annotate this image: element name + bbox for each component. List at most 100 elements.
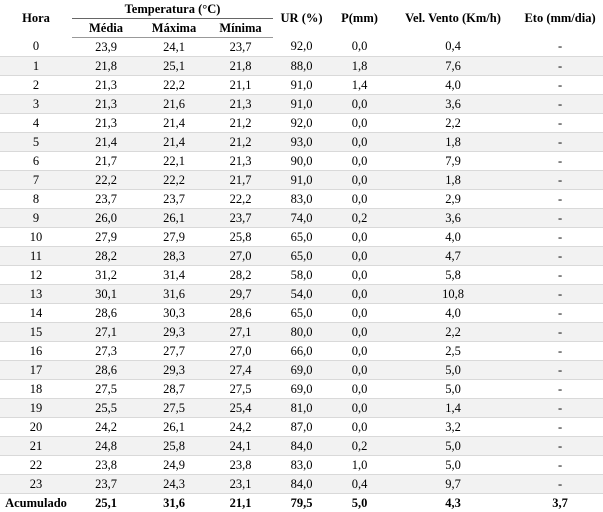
header-cell: Vel. Vento (Km/h) [405, 11, 501, 26]
table-cell: 26,1 [140, 208, 208, 228]
table-cell: 0,0 [330, 132, 390, 152]
table-cell: 2,5 [389, 341, 518, 361]
table-cell: 31,6 [140, 493, 208, 512]
table-row: 11 28,2 28,3 27,0 65,0 0,0 4,7- [0, 246, 603, 266]
table-cell: 22,1 [140, 151, 208, 171]
table-cell: 21,3 [72, 113, 140, 133]
table-cell: 21,4 [72, 132, 140, 152]
table-cell: 0,0 [330, 284, 390, 304]
header-cell: Média [72, 18, 140, 38]
table-cell: 0,0 [330, 303, 390, 323]
header-cell: Hora [22, 11, 50, 26]
table-cell: - [517, 94, 603, 114]
table-cell: 31,6 [140, 284, 208, 304]
table-cell: 4,3 [389, 493, 518, 512]
table-cell: - [517, 246, 603, 266]
table-cell: - [517, 227, 603, 247]
table-cell: 0,0 [330, 322, 390, 342]
table-cell: 28,6 [72, 303, 140, 323]
table-cell: 7,9 [389, 151, 518, 171]
table-cell: 90,0 [273, 151, 331, 171]
table-cell: - [517, 436, 603, 456]
table-cell: 5 [0, 132, 72, 152]
table-cell: 21,3 [208, 94, 274, 114]
table-cell: 87,0 [273, 417, 331, 437]
table-cell: 24,9 [140, 455, 208, 475]
table-cell: 7 [0, 170, 72, 190]
table-cell: 27,0 [208, 246, 274, 266]
table-row: 8 23,7 23,7 22,2 83,0 0,0 2,9- [0, 189, 603, 209]
table-cell: 1,4 [330, 75, 390, 95]
table-cell: 30,1 [72, 284, 140, 304]
table-cell: - [517, 455, 603, 475]
table-cell: 0,0 [330, 37, 390, 57]
table-cell: 4,7 [389, 246, 518, 266]
table-cell: 83,0 [273, 455, 331, 475]
table-row: 19 25,5 27,5 25,4 81,0 0,0 1,4- [0, 398, 603, 418]
table-cell: 29,3 [140, 322, 208, 342]
table-row: 18 27,5 28,7 27,5 69,0 0,0 5,0- [0, 379, 603, 399]
table-cell: 12 [0, 265, 72, 285]
table-cell: 25,4 [208, 398, 274, 418]
table-cell: - [517, 360, 603, 380]
table-cell: 20 [0, 417, 72, 437]
table-cell: 24,1 [208, 436, 274, 456]
table-cell: 5,0 [389, 436, 518, 456]
table-cell: 7,6 [389, 56, 518, 76]
table-cell: 23,8 [72, 455, 140, 475]
table-cell: 84,0 [273, 436, 331, 456]
table-cell: 1,8 [389, 132, 518, 152]
table-cell: 31,4 [140, 265, 208, 285]
table-cell: 27,3 [72, 341, 140, 361]
table-cell: 9 [0, 208, 72, 228]
table-cell: 22,2 [140, 75, 208, 95]
table-cell: 54,0 [273, 284, 331, 304]
table-cell: 10,8 [389, 284, 518, 304]
table-cell: 21,2 [208, 113, 274, 133]
table-cell: 81,0 [273, 398, 331, 418]
table-row: 6 21,7 22,1 21,3 90,0 0,0 7,9- [0, 151, 603, 171]
table-cell: 3,2 [389, 417, 518, 437]
table-cell: 22,2 [140, 170, 208, 190]
table-cell: 23,7 [72, 189, 140, 209]
header-cell: Eto (mm/dia) [524, 11, 596, 26]
table-row: Acumulado 25,1 31,6 21,1 79,5 5,0 4,3 3,7 [0, 493, 603, 512]
table-cell: 0,0 [330, 398, 390, 418]
table-cell: 2 [0, 75, 72, 95]
table-cell: 31,2 [72, 265, 140, 285]
table-row: 22 23,8 24,9 23,8 83,0 1,0 5,0- [0, 455, 603, 475]
table-cell: - [517, 379, 603, 399]
table-row: 21 24,8 25,8 24,1 84,0 0,2 5,0- [0, 436, 603, 456]
table-cell: - [517, 75, 603, 95]
table-cell: 21,7 [208, 170, 274, 190]
table-cell: 6 [0, 151, 72, 171]
table-cell: 93,0 [273, 132, 331, 152]
table-cell: 25,8 [140, 436, 208, 456]
table-cell: 74,0 [273, 208, 331, 228]
table-cell: 21,6 [140, 94, 208, 114]
table-row: 3 21,3 21,6 21,3 91,0 0,0 3,6- [0, 94, 603, 114]
table-cell: 26,1 [140, 417, 208, 437]
table-cell: 65,0 [273, 227, 331, 247]
table-cell: 25,5 [72, 398, 140, 418]
header-cell: Temperatura (°C) [72, 0, 274, 19]
table-cell: 22 [0, 455, 72, 475]
table-cell: 21,3 [72, 94, 140, 114]
table-cell: 27,9 [72, 227, 140, 247]
table-cell: 4,0 [389, 227, 518, 247]
table-cell: 28,3 [140, 246, 208, 266]
table-cell: 1,4 [389, 398, 518, 418]
table-cell: 24,2 [72, 417, 140, 437]
table-cell: 28,2 [72, 246, 140, 266]
table-cell: 0,0 [330, 417, 390, 437]
table-row: 20 24,2 26,1 24,2 87,0 0,0 3,2- [0, 417, 603, 437]
table-cell: 22,2 [72, 170, 140, 190]
table-cell: 21,4 [140, 132, 208, 152]
table-cell: 0,0 [330, 189, 390, 209]
table-cell: 27,5 [208, 379, 274, 399]
table-cell: 5,0 [389, 379, 518, 399]
table-cell: 0,4 [389, 37, 518, 57]
table-cell: 21,3 [72, 75, 140, 95]
table-cell: 65,0 [273, 246, 331, 266]
